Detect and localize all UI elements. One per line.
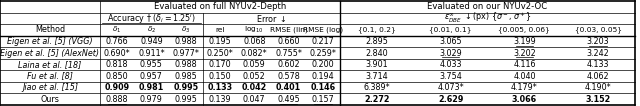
Text: $\log_{10}$: $\log_{10}$: [244, 25, 264, 35]
Text: 0.052: 0.052: [243, 72, 266, 81]
Text: 0.157: 0.157: [312, 95, 334, 104]
Text: 3.066: 3.066: [512, 95, 537, 104]
Text: Accuracy $\dagger$ ($\delta_i = 1.25^i$): Accuracy $\dagger$ ($\delta_i = 1.25^i$): [107, 11, 196, 26]
Text: 3.199: 3.199: [513, 37, 536, 46]
Text: Laina et al. [18]: Laina et al. [18]: [19, 60, 82, 69]
Text: 4.116: 4.116: [513, 60, 536, 69]
Text: Jiao et al. [15]: Jiao et al. [15]: [22, 83, 78, 92]
Text: Error $\downarrow$: Error $\downarrow$: [256, 13, 287, 24]
Text: 0.059: 0.059: [243, 60, 266, 69]
Text: 4.179*: 4.179*: [511, 83, 538, 92]
Text: 0.955: 0.955: [140, 60, 163, 69]
Text: 6.389*: 6.389*: [364, 83, 390, 92]
Text: 3.202: 3.202: [513, 49, 536, 57]
Text: 0.957: 0.957: [140, 72, 163, 81]
Text: {0.01, 0.1}: {0.01, 0.1}: [429, 26, 472, 33]
Text: 4.190*: 4.190*: [585, 83, 611, 92]
Text: 2.272: 2.272: [364, 95, 390, 104]
Text: 0.981: 0.981: [139, 83, 164, 92]
Text: 0.766: 0.766: [106, 37, 129, 46]
Text: Eigen et al. [5] (VGG): Eigen et al. [5] (VGG): [7, 37, 93, 46]
Text: 0.194: 0.194: [312, 72, 334, 81]
Text: 4.133: 4.133: [587, 60, 609, 69]
Text: 0.977*: 0.977*: [172, 49, 199, 57]
Text: {0.005, 0.06}: {0.005, 0.06}: [499, 26, 550, 33]
Text: 3.754: 3.754: [439, 72, 462, 81]
Text: rel: rel: [215, 27, 225, 33]
Text: 3.065: 3.065: [439, 37, 462, 46]
Text: 2.895: 2.895: [365, 37, 388, 46]
Text: 0.170: 0.170: [209, 60, 231, 69]
Text: 0.082*: 0.082*: [241, 49, 268, 57]
Text: 0.988: 0.988: [175, 60, 197, 69]
Text: 3.901: 3.901: [365, 60, 388, 69]
Text: 0.250*: 0.250*: [207, 49, 234, 57]
Text: 2.840: 2.840: [365, 49, 388, 57]
Text: 0.660: 0.660: [277, 37, 300, 46]
Text: $\delta_2$: $\delta_2$: [147, 25, 156, 35]
Text: 4.062: 4.062: [587, 72, 609, 81]
Text: 0.047: 0.047: [243, 95, 266, 104]
Text: 0.217: 0.217: [312, 37, 334, 46]
Text: Evaluated on our NYUv2-OC: Evaluated on our NYUv2-OC: [428, 2, 548, 11]
Text: 0.995: 0.995: [173, 83, 198, 92]
Text: 0.690*: 0.690*: [104, 49, 131, 57]
Text: 0.200: 0.200: [312, 60, 334, 69]
Text: 4.073*: 4.073*: [437, 83, 464, 92]
Text: Fu et al. [8]: Fu et al. [8]: [27, 72, 73, 81]
Text: 0.949: 0.949: [140, 37, 163, 46]
Text: {0.03, 0.05}: {0.03, 0.05}: [575, 26, 621, 33]
Text: 0.755*: 0.755*: [275, 49, 302, 57]
Text: Ours: Ours: [40, 95, 60, 104]
Text: 0.401: 0.401: [276, 83, 301, 92]
Text: 2.629: 2.629: [438, 95, 463, 104]
Text: RMSE (log): RMSE (log): [303, 27, 343, 33]
Text: 0.979: 0.979: [140, 95, 163, 104]
Text: 0.602: 0.602: [277, 60, 300, 69]
Text: 0.985: 0.985: [174, 72, 197, 81]
Text: 0.068: 0.068: [243, 37, 266, 46]
Text: 3.152: 3.152: [586, 95, 611, 104]
Text: 3.714: 3.714: [365, 72, 388, 81]
Text: 3.203: 3.203: [587, 37, 609, 46]
Text: 0.888: 0.888: [106, 95, 129, 104]
Text: 0.146: 0.146: [310, 83, 335, 92]
Text: 0.578: 0.578: [277, 72, 300, 81]
Text: $\epsilon^{\infty}_{DBE}$ $\downarrow$(px) $\{\sigma^-, \sigma^+\}$: $\epsilon^{\infty}_{DBE}$ $\downarrow$(p…: [444, 11, 531, 25]
Text: 0.911*: 0.911*: [138, 49, 164, 57]
Text: $\delta_3$: $\delta_3$: [181, 25, 191, 35]
Text: 0.259*: 0.259*: [309, 49, 336, 57]
Text: 4.040: 4.040: [513, 72, 536, 81]
Text: {0.1, 0.2}: {0.1, 0.2}: [358, 26, 396, 33]
Text: 0.909: 0.909: [104, 83, 130, 92]
Text: 0.042: 0.042: [242, 83, 267, 92]
Text: 4.033: 4.033: [440, 60, 462, 69]
Text: 0.139: 0.139: [209, 95, 231, 104]
Text: Method: Method: [35, 25, 65, 34]
Text: 0.150: 0.150: [209, 72, 231, 81]
Text: 0.133: 0.133: [207, 83, 232, 92]
Text: Evaluated on full NYUv2-Depth: Evaluated on full NYUv2-Depth: [154, 2, 286, 11]
Text: 0.495: 0.495: [277, 95, 300, 104]
Text: RMSE (lin): RMSE (lin): [269, 27, 307, 33]
Text: 3.029: 3.029: [439, 49, 462, 57]
Text: $\delta_1$: $\delta_1$: [113, 25, 122, 35]
Text: 0.988: 0.988: [175, 37, 197, 46]
Text: 0.195: 0.195: [209, 37, 232, 46]
Text: 0.995: 0.995: [174, 95, 197, 104]
Text: 3.242: 3.242: [587, 49, 609, 57]
Text: Eigen et al. [5] (AlexNet): Eigen et al. [5] (AlexNet): [1, 49, 99, 57]
Text: 0.850: 0.850: [106, 72, 129, 81]
Text: 0.818: 0.818: [106, 60, 129, 69]
